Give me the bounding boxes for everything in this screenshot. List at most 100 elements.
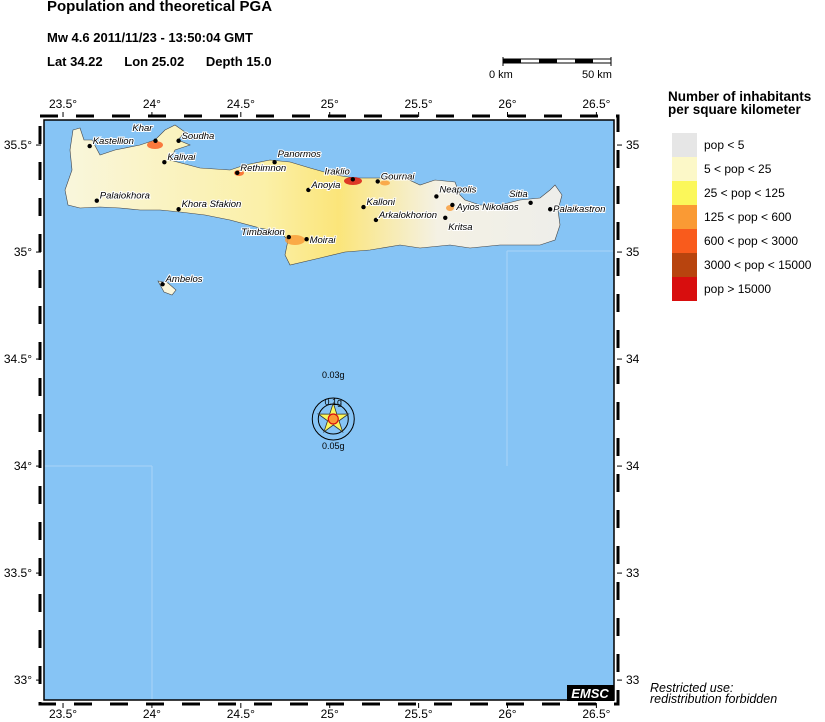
legend-item: 25 < pop < 125 bbox=[672, 181, 825, 205]
legend-label: 125 < pop < 600 bbox=[704, 210, 792, 224]
town-label: Ayios Nikolaos bbox=[455, 202, 518, 213]
town-dot bbox=[375, 179, 380, 184]
town-label: Iraklio bbox=[324, 166, 349, 177]
epicenter-marker: 0.03g 0.1g 0.05g bbox=[311, 370, 355, 451]
scale-end: 50 km bbox=[582, 69, 612, 81]
town-label: Palaikastron bbox=[553, 204, 605, 215]
lat-tick-label-left: 35° bbox=[14, 245, 32, 259]
lat-tick-label-left: 33.5° bbox=[4, 566, 32, 580]
town-markers: Kastellion Khar Soudha Kalivai Rethimnon Pano… bbox=[87, 122, 606, 287]
epicenter-core bbox=[327, 413, 339, 425]
pga-contour-0.05g bbox=[311, 397, 355, 441]
legend-title-line1: Number of inhabitants bbox=[668, 89, 812, 104]
town-dot bbox=[272, 159, 277, 165]
town-label: Timbakion bbox=[241, 227, 285, 238]
lat-tick-label-left: 34° bbox=[14, 459, 32, 473]
lon-tick-label-top: 24° bbox=[143, 97, 161, 111]
lon-tick-label-bottom: 24° bbox=[143, 707, 161, 721]
lon-tick-label-bottom: 25° bbox=[321, 707, 339, 721]
town-dot bbox=[361, 204, 366, 210]
scale-start: 0 km bbox=[489, 69, 513, 81]
lat-label: Lat 34.22 bbox=[47, 54, 103, 69]
legend-item: 3000 < pop < 15000 bbox=[672, 253, 825, 277]
town-dot bbox=[160, 281, 165, 287]
legend-item: pop > 15000 bbox=[672, 277, 825, 301]
legend-label: 3000 < pop < 15000 bbox=[704, 258, 812, 272]
pga-label: 0.05g bbox=[322, 441, 345, 451]
town-label: Khora Sfakion bbox=[182, 199, 242, 210]
town-label: Kalivai bbox=[167, 152, 196, 163]
town-dot bbox=[373, 217, 379, 223]
legend-label: pop < 5 bbox=[704, 138, 745, 152]
legend-swatch bbox=[672, 253, 697, 277]
legend-label: 25 < pop < 125 bbox=[704, 186, 785, 200]
legend-swatch bbox=[672, 133, 697, 157]
lat-tick-label-left: 33° bbox=[14, 673, 32, 687]
lon-tick-label-top: 25° bbox=[321, 97, 339, 111]
town-label: Palaiokhora bbox=[100, 191, 150, 202]
lon-tick-label-top: 23.5° bbox=[49, 97, 77, 111]
town-label: Gournai bbox=[381, 171, 416, 182]
town-dot bbox=[547, 207, 553, 212]
town-label: Kritsa bbox=[448, 222, 472, 233]
lon-label: Lon 25.02 bbox=[124, 54, 185, 69]
town-dot bbox=[286, 234, 292, 240]
lon-tick-label-bottom: 24.5° bbox=[227, 707, 255, 721]
notice-line1: Restricted use: bbox=[650, 681, 734, 695]
emsc-logo-text: EMSC bbox=[571, 686, 609, 701]
lat-tick-label-right: 34.5° bbox=[626, 352, 640, 366]
legend-item: 600 < pop < 3000 bbox=[672, 229, 825, 253]
town-label: Moirai bbox=[310, 235, 337, 246]
town-label: Neapolis bbox=[439, 184, 476, 195]
lat-tick-label-right: 35° bbox=[626, 245, 640, 259]
legend-swatch bbox=[672, 277, 697, 301]
lon-tick-label-top: 25.5° bbox=[405, 97, 433, 111]
map-frame bbox=[43, 119, 615, 701]
restricted-use-notice: Restricted use: redistribution forbidden bbox=[650, 681, 777, 706]
town-label: Anoyia bbox=[310, 180, 340, 191]
lon-tick-label-top: 26.5° bbox=[582, 97, 610, 111]
legend-item: 5 < pop < 25 bbox=[672, 157, 825, 181]
lat-tick-label-left: 35.5° bbox=[4, 138, 32, 152]
town-dot bbox=[176, 138, 181, 143]
lat-tick-label-left: 34.5° bbox=[4, 352, 32, 366]
town-dot bbox=[153, 138, 158, 143]
lat-tick-label-right: 35.5° bbox=[626, 138, 640, 152]
pga-label: 0.03g bbox=[322, 370, 345, 380]
town-label: Khar bbox=[132, 123, 153, 134]
town-dot bbox=[434, 194, 439, 199]
population-map: Kastellion Khar Soudha Kalivai Rethimnon Pano… bbox=[4, 97, 640, 721]
depth-label: Depth 15.0 bbox=[205, 54, 272, 69]
town-label: Kalloni bbox=[366, 197, 395, 208]
town-dot bbox=[162, 159, 167, 165]
legend-label: 600 < pop < 3000 bbox=[704, 234, 799, 248]
town-dot bbox=[306, 187, 311, 193]
lon-tick-label-top: 24.5° bbox=[227, 97, 255, 111]
town-dot bbox=[235, 170, 240, 176]
lat-tick-label-right: 34° bbox=[626, 459, 640, 473]
town-dot bbox=[176, 207, 181, 212]
map-title: Population and theoretical PGA bbox=[47, 0, 273, 15]
axis-ticks: 23.5° 23.5° 24° 24° 24.5° 24.5° 25° 25° 25.5° 25.… bbox=[4, 97, 640, 721]
town-label: Ambelos bbox=[165, 274, 203, 285]
town-label: Arkalokhorion bbox=[378, 210, 437, 221]
lon-tick-label-bottom: 26° bbox=[498, 707, 516, 721]
legend-swatch bbox=[672, 157, 697, 181]
town-dot bbox=[304, 237, 309, 242]
legend-title: Number of inhabitants per square kilomet… bbox=[668, 89, 812, 117]
scale-bar bbox=[502, 57, 612, 66]
town-label: Soudha bbox=[182, 131, 215, 142]
town-label: Sitia bbox=[509, 189, 527, 200]
legend-title-line2: per square kilometer bbox=[668, 102, 801, 117]
town-label: Rethimnon bbox=[240, 163, 286, 174]
lat-tick-label-right: 33° bbox=[626, 673, 640, 687]
town-dot bbox=[528, 200, 533, 206]
town-dot bbox=[94, 198, 100, 203]
emsc-logo bbox=[567, 685, 614, 701]
legend-item: 125 < pop < 600 bbox=[672, 205, 825, 229]
event-info: Mw 4.6 2011/11/23 - 13:50:04 GMT bbox=[47, 30, 253, 45]
town-dot bbox=[450, 202, 455, 208]
legend-swatch bbox=[672, 205, 697, 229]
town-label: Panormos bbox=[278, 149, 322, 160]
pga-label: 0.1g bbox=[325, 397, 343, 407]
